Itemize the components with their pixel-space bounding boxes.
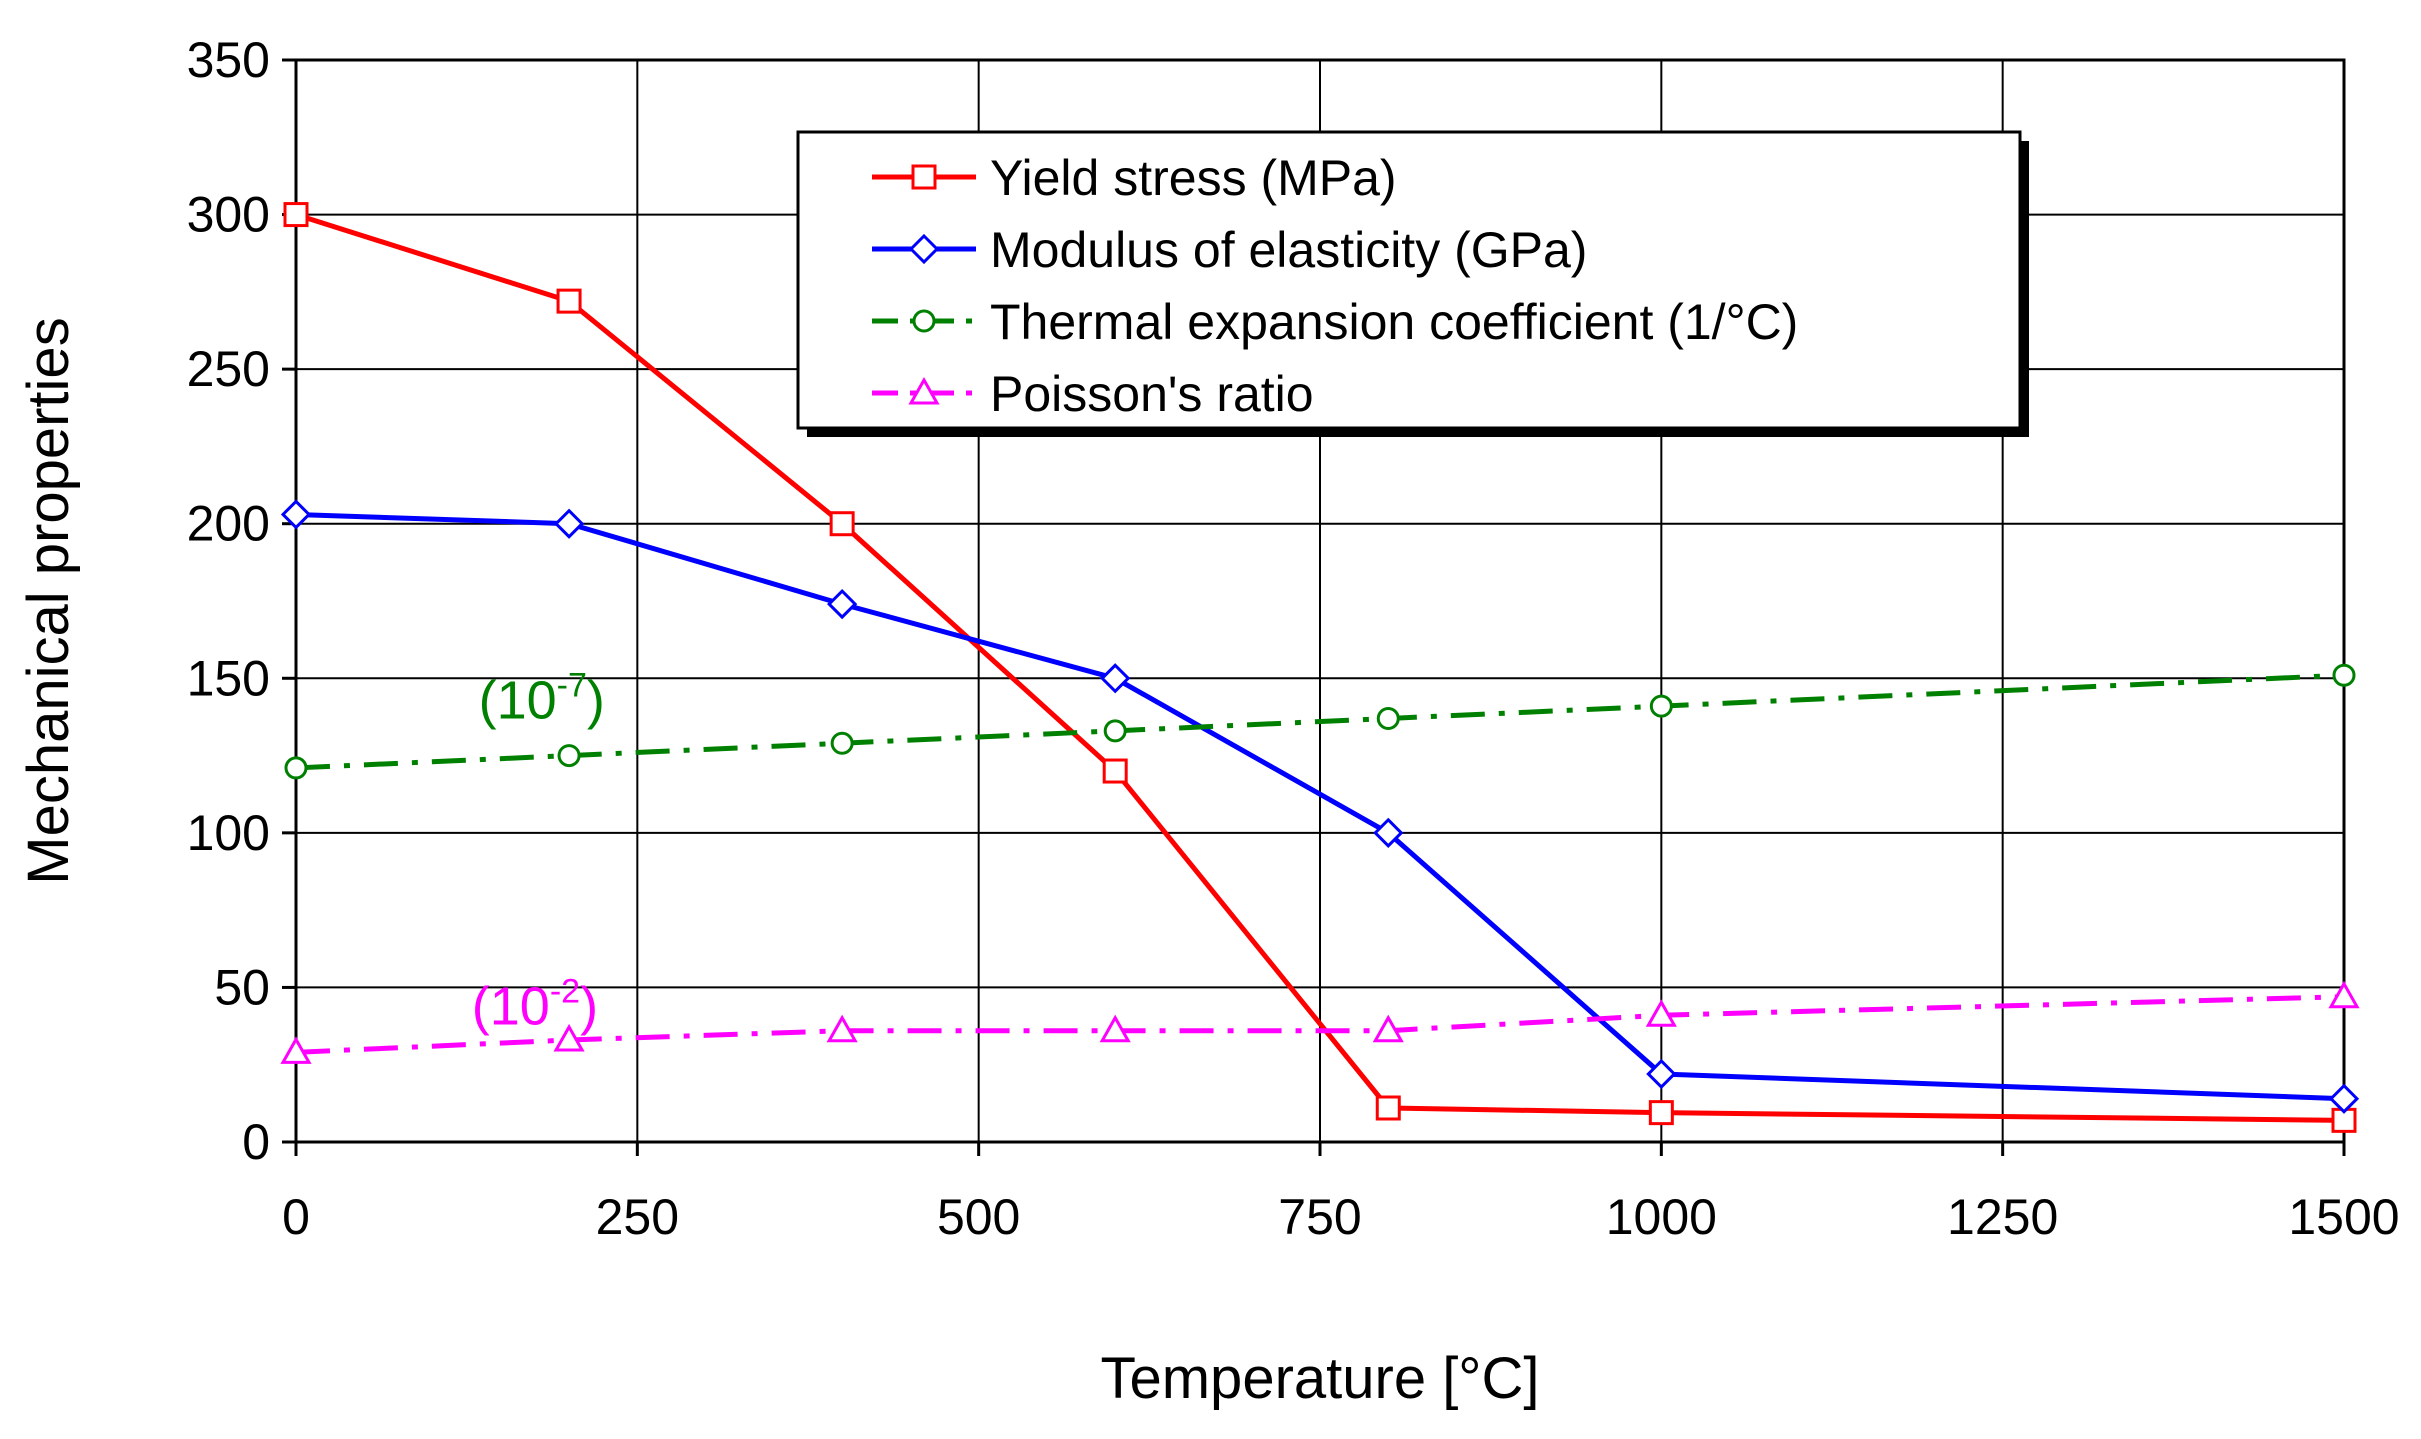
data-point (830, 731, 854, 755)
y-tick-label: 300 (187, 187, 270, 243)
data-point (280, 499, 312, 530)
data-point (1646, 1058, 1677, 1090)
data-point (1648, 1100, 1674, 1126)
x-axis-title: Temperature [°C] (1100, 1346, 1539, 1411)
data-point (556, 288, 582, 314)
axis-ticks: 0 50 100 150 200 250 300 350 0 250 500 750 1000 1250 1… (187, 32, 2400, 1245)
data-point (553, 1023, 585, 1052)
annotations: (10-7)(10-2) (472, 666, 605, 1036)
data-point (1376, 706, 1400, 730)
legend: Yield stress (MPa) Modulus of elasticity … (796, 130, 2029, 437)
x-tick-label: 250 (596, 1189, 679, 1245)
x-tick-label: 1250 (1947, 1189, 2058, 1245)
legend-swatch-marker (908, 376, 940, 405)
data-point (284, 756, 308, 780)
data-point (2328, 1083, 2360, 1114)
legend-swatch-marker (908, 233, 940, 265)
annotation-base: (10 (472, 977, 550, 1037)
legend-entry: Modulus of elasticity (GPa) (872, 222, 1587, 278)
x-tick-label: 0 (282, 1189, 310, 1245)
series-3 (280, 980, 2360, 1064)
data-point (280, 1036, 312, 1064)
data-point (1102, 758, 1128, 784)
scale-annotation: (10-7) (479, 666, 605, 730)
data-point (1103, 719, 1127, 743)
data-point (1372, 1014, 1404, 1043)
scale-annotation: (10-2) (472, 973, 598, 1037)
data-point (827, 588, 858, 620)
legend-label: Thermal expansion coefficient (1/°C) (990, 294, 1798, 350)
y-tick-label: 200 (187, 496, 270, 552)
legend-entry: Yield stress (MPa) (872, 150, 1397, 206)
annotation-close: ) (587, 670, 605, 730)
y-tick-label: 350 (187, 32, 270, 88)
x-tick-label: 750 (1278, 1189, 1361, 1245)
series-1 (280, 499, 2360, 1114)
annotation-superscript: -7 (557, 666, 587, 704)
legend-entry: Thermal expansion coefficient (1/°C) (872, 294, 1798, 350)
series-0 (283, 202, 2357, 1133)
y-tick-label: 100 (187, 805, 270, 861)
x-tick-label: 500 (937, 1189, 1020, 1245)
data-point (1645, 999, 1677, 1027)
annotation-close: ) (580, 977, 598, 1037)
data-point (1375, 1095, 1401, 1121)
data-point (283, 202, 309, 228)
legend-swatch-marker (911, 164, 937, 190)
annotation-base: (10 (479, 670, 557, 730)
legend-box (796, 130, 2022, 430)
data-point (553, 508, 585, 539)
legend-label: Yield stress (MPa) (990, 150, 1397, 206)
data-point (1099, 1014, 1131, 1043)
annotation-superscript: -2 (550, 973, 580, 1011)
data-series (280, 202, 2360, 1133)
legend-entry: Poisson's ratio (872, 366, 1314, 422)
data-point (829, 511, 855, 537)
y-tick-label: 50 (214, 959, 270, 1015)
y-tick-label: 250 (187, 341, 270, 397)
x-tick-label: 1000 (1606, 1189, 1717, 1245)
legend-label: Poisson's ratio (990, 366, 1314, 422)
y-tick-label: 0 (242, 1114, 270, 1170)
data-point (1649, 694, 1673, 718)
data-point (557, 744, 581, 768)
legend-swatch-marker (912, 309, 936, 333)
series-2 (284, 663, 2356, 780)
data-point (2332, 663, 2356, 687)
x-tick-label: 1500 (2288, 1189, 2399, 1245)
legend-label: Modulus of elasticity (GPa) (990, 222, 1587, 278)
data-point (2328, 980, 2360, 1009)
data-point (1100, 663, 1131, 694)
data-point (826, 1014, 858, 1043)
data-point (1373, 817, 1404, 848)
y-axis-title: Mechanical properties (16, 317, 81, 884)
y-tick-label: 150 (187, 650, 270, 706)
